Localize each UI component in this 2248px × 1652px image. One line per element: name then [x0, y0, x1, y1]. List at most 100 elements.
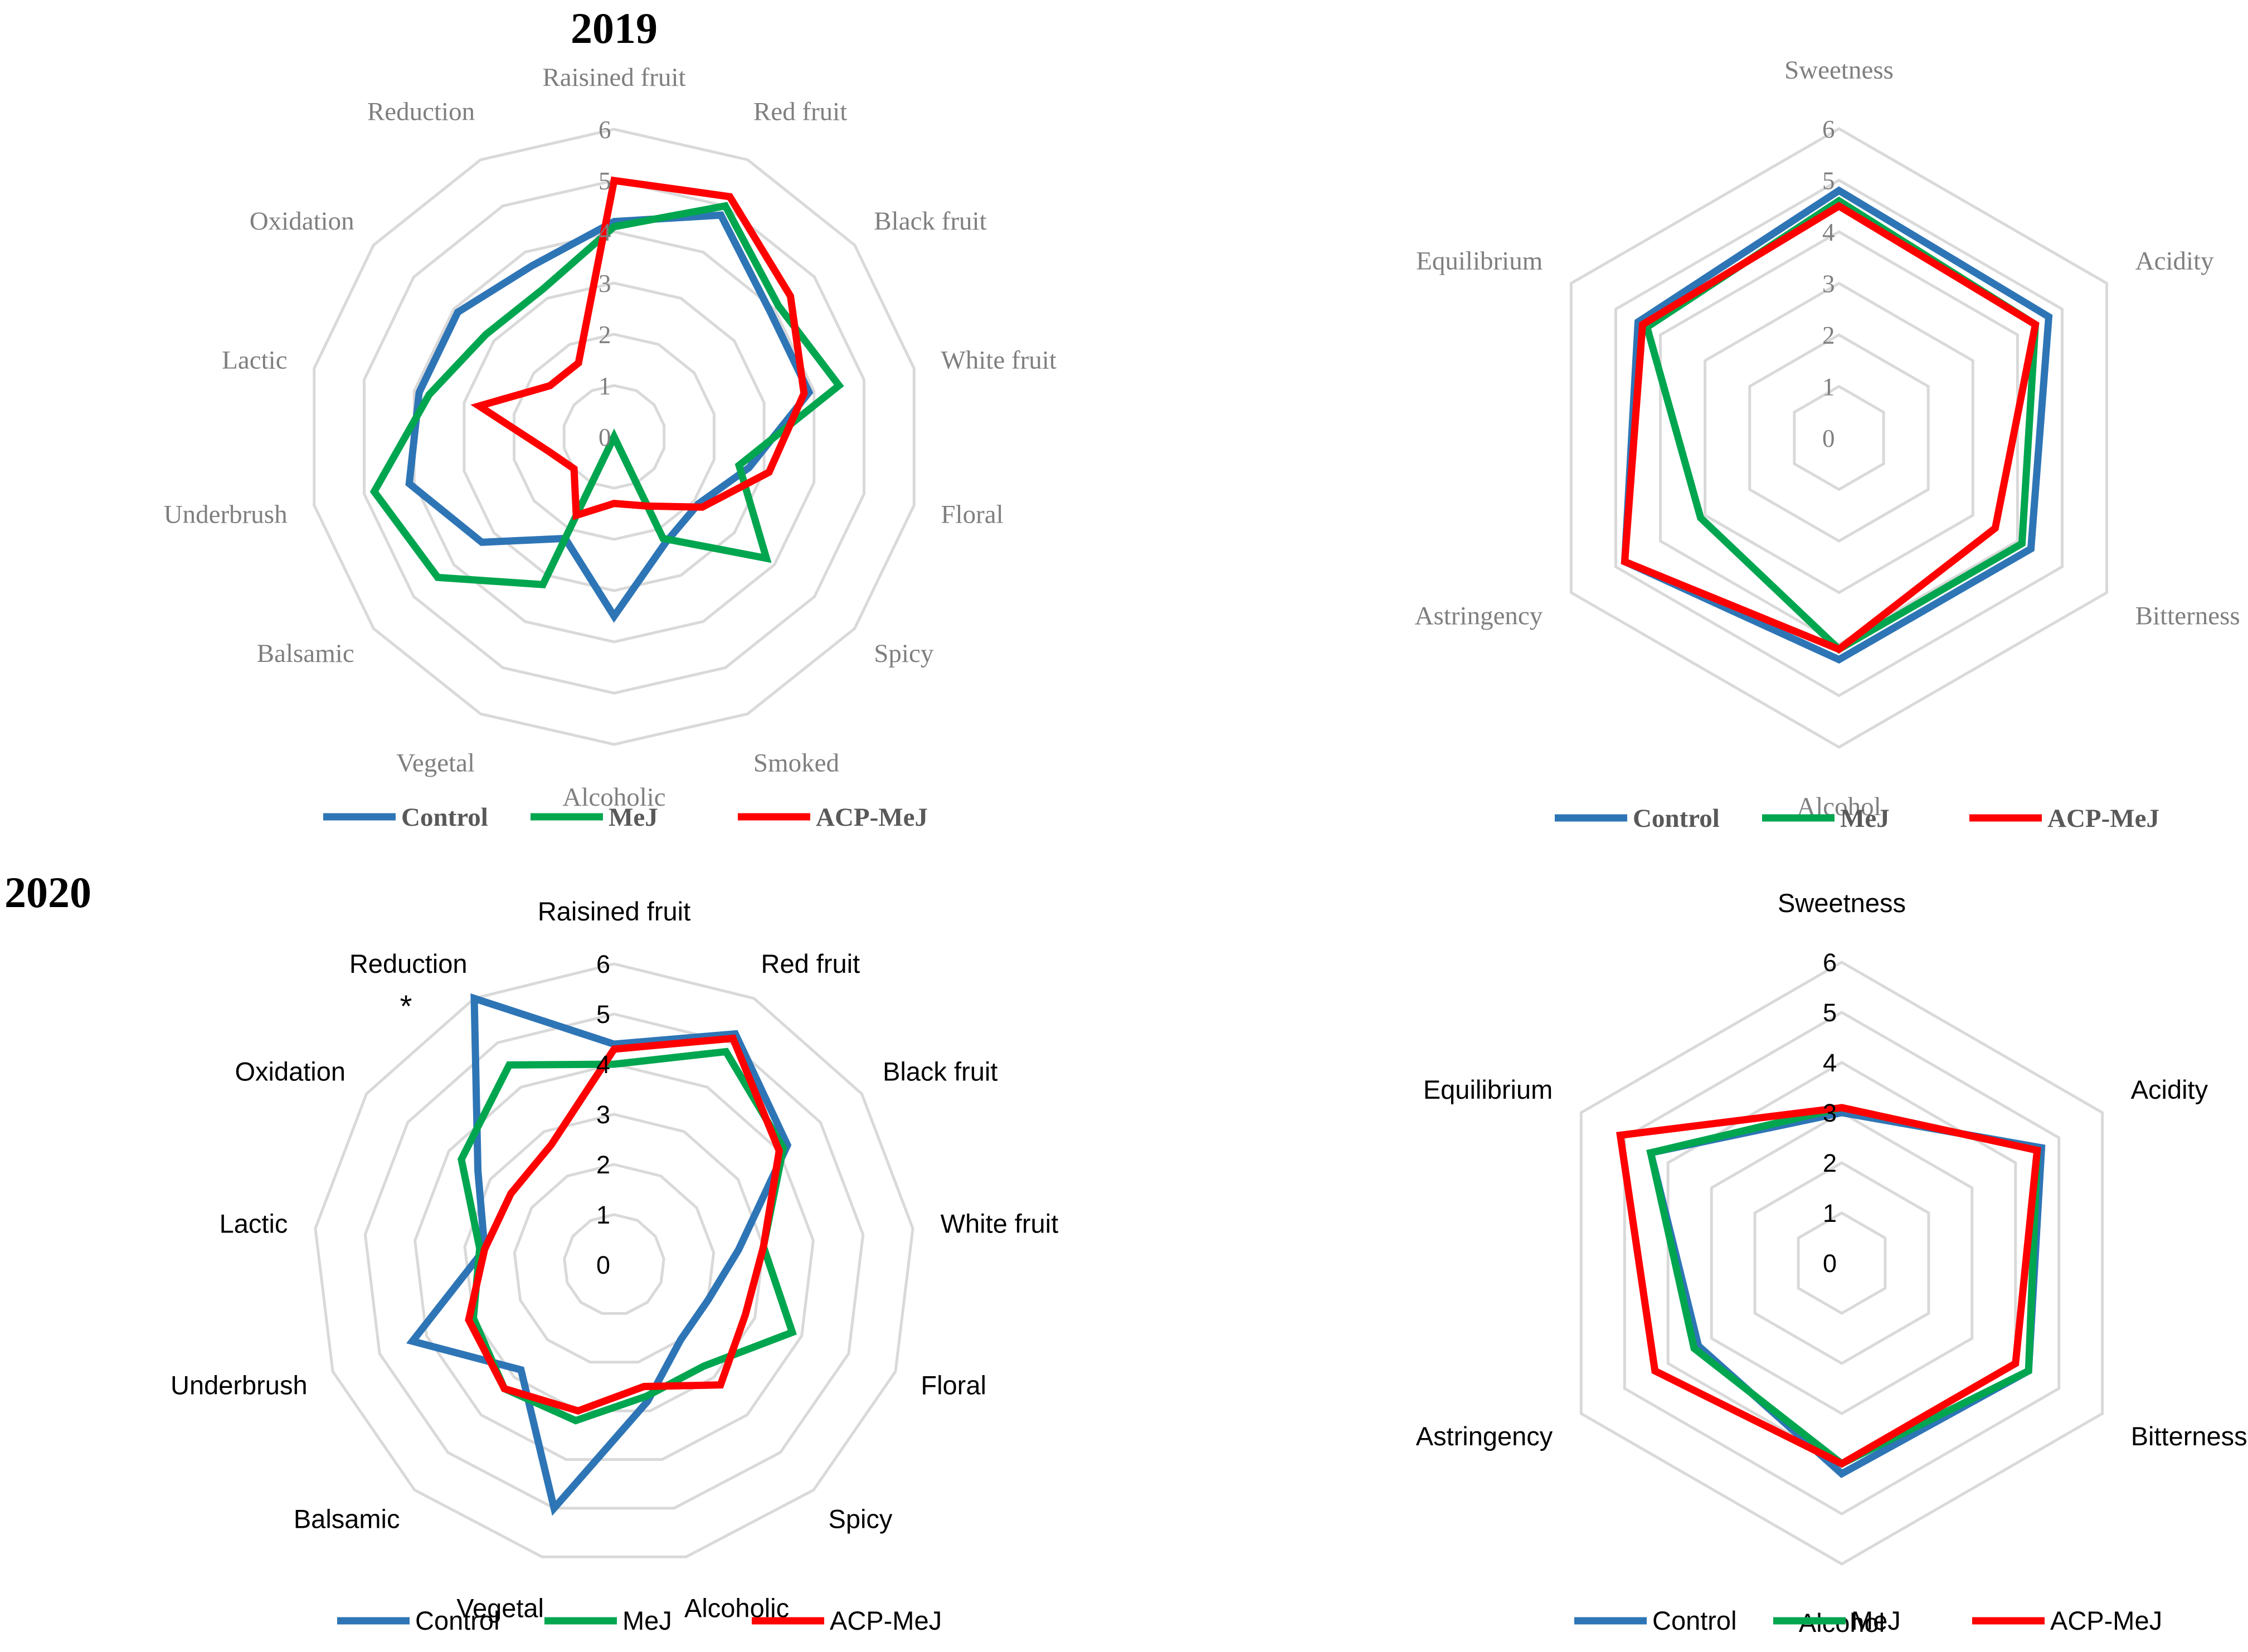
tick-label: 0 — [1822, 425, 1835, 452]
grid-ring — [1579, 961, 2104, 1566]
category-label-black-fruit: Black fruit — [874, 207, 986, 236]
legend-label-control: Control — [1633, 804, 1720, 833]
series-line-acp-mej — [465, 1034, 784, 1415]
tick-label: 6 — [599, 116, 611, 144]
grid-ring — [513, 333, 716, 541]
category-label-lactic: Lactic — [222, 346, 287, 375]
series-line-control — [1621, 186, 2053, 664]
tick-label: 3 — [1822, 270, 1835, 298]
tick-label: 4 — [596, 1050, 610, 1079]
category-label-reduction: Reduction — [349, 949, 468, 978]
category-label-vegetal: Vegetal — [396, 748, 475, 777]
legend: Control MeJ ACP-MeJ — [1555, 804, 2159, 833]
grid-ring — [1748, 333, 1930, 543]
tick-label: 1 — [599, 372, 611, 400]
tick-label: 6 — [1823, 948, 1837, 977]
tick-label: 2 — [599, 321, 611, 349]
category-label-acidity: Acidity — [2131, 1075, 2208, 1104]
tick-label: 4 — [599, 218, 611, 246]
tick-label: 3 — [599, 270, 611, 298]
tick-label: 0 — [596, 1251, 610, 1279]
category-label-bitterness: Bitterness — [2135, 602, 2240, 631]
legend-label-control: Control — [415, 1606, 500, 1635]
category-label-smoked: Smoked — [753, 748, 839, 777]
radar-grid — [1569, 127, 2109, 749]
category-label-black-fruit: Black fruit — [883, 1057, 998, 1086]
legend-label-mej: MeJ — [622, 1606, 672, 1635]
tick-label: 5 — [1823, 998, 1837, 1027]
category-label-floral: Floral — [941, 500, 1003, 529]
legend: Control MeJ ACP-MeJ — [1574, 1606, 2162, 1635]
category-label-vegetal: Vegetal — [456, 1593, 544, 1622]
tick-label: 2 — [1823, 1149, 1837, 1177]
grid-ring — [314, 962, 914, 1558]
category-label-red-fruit: Red fruit — [761, 949, 860, 978]
grid-ring — [363, 1012, 865, 1510]
category-label-lactic: Lactic — [220, 1209, 288, 1239]
radar-grid — [313, 128, 916, 746]
grid-ring — [363, 179, 865, 695]
legend-label-acp-mej: ACP-MeJ — [2047, 804, 2159, 833]
category-label-floral: Floral — [921, 1370, 986, 1400]
grid-ring — [412, 230, 816, 644]
category-label-acidity: Acidity — [2135, 247, 2214, 276]
category-label-astringency: Astringency — [1416, 1421, 1553, 1451]
grid-ring — [513, 1163, 716, 1364]
tick-label: 5 — [1822, 167, 1835, 195]
category-label-reduction: Reduction — [367, 98, 475, 126]
tick-label: 6 — [1822, 115, 1835, 143]
tick-label: 3 — [596, 1100, 610, 1129]
category-label-balsamic: Balsamic — [257, 639, 354, 668]
grid-ring — [1793, 384, 1885, 491]
category-label-balsamic: Balsamic — [294, 1504, 400, 1534]
legend-label-acp-mej: ACP-MeJ — [830, 1606, 942, 1635]
category-label-white-fruit: White fruit — [941, 1209, 1059, 1239]
series-line-acp-mej — [1621, 202, 2040, 654]
category-label-raisined-fruit: Raisined fruit — [538, 896, 690, 926]
grid-ring — [413, 1063, 815, 1461]
grid-ring — [1623, 1011, 2061, 1515]
category-label-underbrush: Underbrush — [164, 500, 288, 529]
tick-label: 4 — [1822, 218, 1835, 246]
grid-ring — [1710, 1111, 1974, 1415]
tick-label: 1 — [1822, 373, 1835, 401]
category-label-equilibrium: Equilibrium — [1423, 1075, 1553, 1104]
tick-label: 2 — [596, 1151, 610, 1179]
series-line-control — [405, 211, 814, 623]
tick-label: 1 — [596, 1201, 610, 1229]
radar-chart-2020-taste: 0123456SweetnessAcidityBitternessAlcohol… — [1416, 888, 2247, 1638]
title-2020: 2020 — [4, 868, 91, 917]
legend-label-control: Control — [1652, 1606, 1737, 1635]
legend-label-mej: MeJ — [1851, 1606, 1901, 1635]
grid-ring — [562, 384, 666, 490]
category-label-equilibrium: Equilibrium — [1416, 247, 1543, 276]
tick-label: 3 — [1823, 1099, 1837, 1127]
category-label-white-fruit: White fruit — [941, 346, 1057, 375]
grid-ring — [463, 281, 766, 592]
category-label-astringency: Astringency — [1415, 602, 1543, 631]
category-label-spicy: Spicy — [874, 639, 934, 668]
tick-label: 5 — [596, 1000, 610, 1029]
category-label-raisined-fruit: Raisined fruit — [542, 63, 685, 92]
legend-label-mej: MeJ — [1840, 804, 1890, 833]
grid-ring — [1569, 127, 2109, 749]
category-label-spicy: Spicy — [829, 1504, 893, 1534]
grid-ring — [1704, 281, 1974, 594]
category-label-oxidation: Oxidation — [250, 207, 354, 236]
tick-label: 0 — [1823, 1249, 1837, 1278]
radar-chart-2020-aroma: 0 1 2 3 4 5 6 Raisined fruit Red fruit Black frui… — [171, 896, 1058, 1635]
legend-label-acp-mej: ACP-MeJ — [816, 803, 928, 832]
significance-marker: * — [400, 988, 412, 1024]
category-label-red-fruit: Red fruit — [753, 98, 847, 126]
series-line-mej — [1646, 1104, 2041, 1468]
radar-chart-2019-taste: 0123456SweetnessAcidityBitternessAlcohol… — [1415, 56, 2240, 833]
grid-ring — [1797, 1211, 1887, 1315]
grid-ring — [1659, 230, 2019, 646]
series-line-acp-mej — [470, 176, 808, 520]
tick-label: 5 — [599, 167, 611, 195]
legend: Control MeJ ACP-MeJ — [337, 1606, 942, 1635]
legend-label-acp-mej: ACP-MeJ — [2050, 1606, 2162, 1635]
tick-label: 1 — [1823, 1199, 1837, 1227]
tick-label: 4 — [1823, 1049, 1837, 1077]
